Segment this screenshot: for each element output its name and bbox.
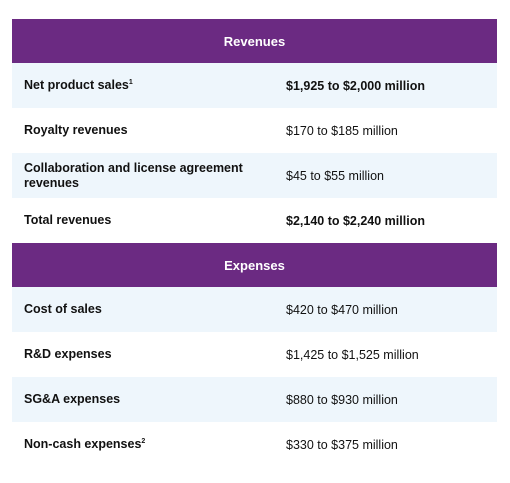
row-label: SG&A expenses xyxy=(24,392,121,406)
table-row-sga-expenses: SG&A expenses $880 to $930 million xyxy=(12,377,497,422)
revenues-header: Revenues xyxy=(12,19,497,63)
row-label: R&D expenses xyxy=(24,347,112,361)
row-value: $170 to $185 million xyxy=(286,123,398,138)
guidance-table: Revenues Net product sales1 $1,925 to $2… xyxy=(12,19,497,467)
expenses-header: Expenses xyxy=(12,243,497,287)
row-label-text: Net product sales xyxy=(24,78,129,92)
table-row-royalty-revenues: Royalty revenues $170 to $185 million xyxy=(12,108,497,153)
row-label: Cost of sales xyxy=(24,302,102,316)
table-row-net-product-sales: Net product sales1 $1,925 to $2,000 mill… xyxy=(12,63,497,108)
row-label: Net product sales1 xyxy=(12,78,274,93)
row-label: Total revenues xyxy=(24,213,112,227)
row-value: $45 to $55 million xyxy=(286,168,384,183)
row-label-text: Non-cash expenses xyxy=(24,437,142,451)
row-label: Non-cash expenses2 xyxy=(12,437,274,452)
table-row-collaboration-revenues: Collaboration and license agreement reve… xyxy=(12,153,497,198)
row-value: $880 to $930 million xyxy=(286,392,398,407)
table-row-cost-of-sales: Cost of sales $420 to $470 million xyxy=(12,287,497,332)
table-row-non-cash-expenses: Non-cash expenses2 $330 to $375 million xyxy=(12,422,497,467)
footnote-marker: 2 xyxy=(141,438,146,445)
footnote-marker: 1 xyxy=(128,79,133,86)
table-row-total-revenues: Total revenues $2,140 to $2,240 million xyxy=(12,198,497,243)
row-value: $1,425 to $1,525 million xyxy=(286,347,419,362)
row-value: $1,925 to $2,000 million xyxy=(286,78,425,93)
row-value: $420 to $470 million xyxy=(286,302,398,317)
row-label: Royalty revenues xyxy=(24,123,128,137)
row-value: $2,140 to $2,240 million xyxy=(286,213,425,228)
row-label: Collaboration and license agreement reve… xyxy=(24,160,243,190)
table-row-rd-expenses: R&D expenses $1,425 to $1,525 million xyxy=(12,332,497,377)
row-value: $330 to $375 million xyxy=(286,437,398,452)
